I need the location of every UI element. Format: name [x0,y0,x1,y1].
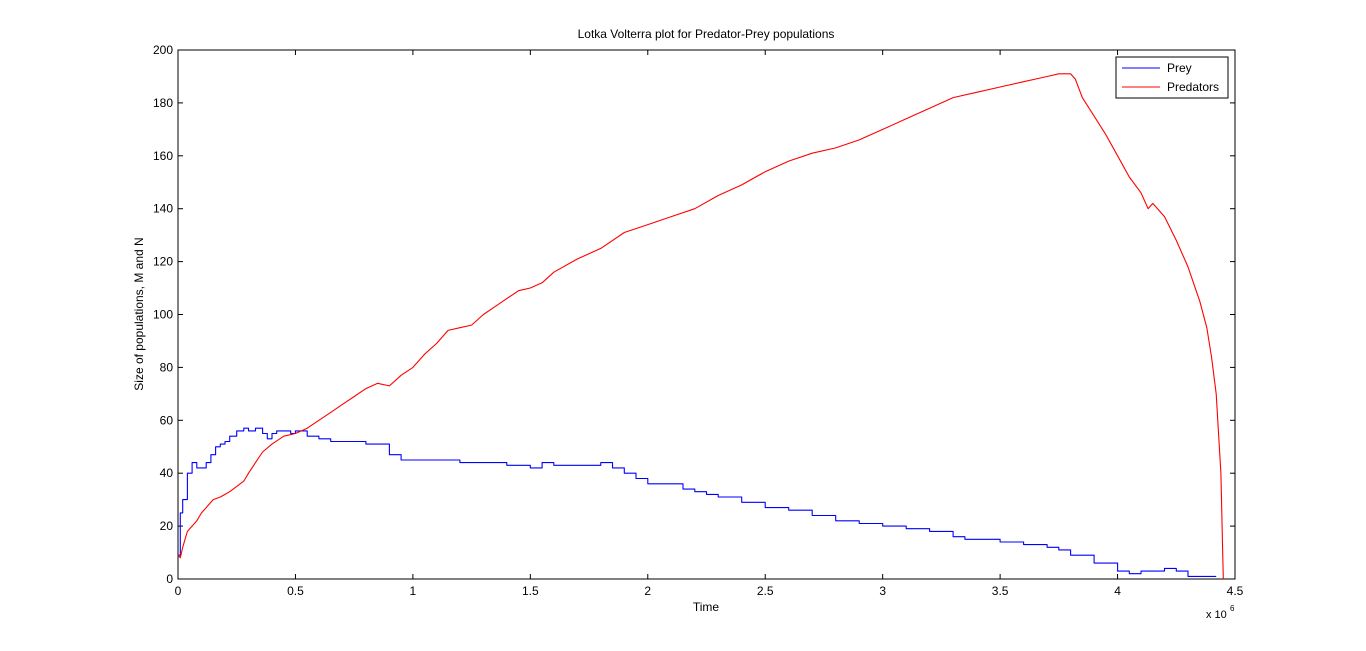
y-axis: 0 20 40 60 80 100 120 140 160 180 200 [153,43,1235,586]
x-tick-label: 3.5 [992,584,1009,598]
y-tick-label: 0 [166,572,173,586]
x-tick-label: 0 [175,584,182,598]
legend-box [1115,56,1229,99]
x-tick-label: 2 [644,584,651,598]
y-tick-label: 120 [153,255,173,269]
y-tick-label: 200 [153,43,173,57]
legend-label-predators: Predators [1167,80,1219,94]
y-tick-label: 100 [153,308,173,322]
x-axis-label: Time [693,600,720,614]
legend: Prey Predators [1115,56,1229,99]
plot-area [177,49,1236,580]
y-tick-label: 140 [153,202,173,216]
x-tick-label: 0.5 [287,584,304,598]
x-multiplier-text: x 10 [1206,609,1227,621]
series-line-prey [178,427,1217,577]
chart-title: Lotka Volterra plot for Predator-Prey po… [578,27,835,41]
x-tick-label: 1.5 [522,584,539,598]
x-tick-label: 1 [410,584,417,598]
series-line-predators [177,73,1224,580]
x-tick-label: 2.5 [757,584,774,598]
y-tick-label: 160 [153,149,173,163]
y-axis-label: Size of populations, M and N [132,237,146,390]
y-tick-label: 60 [160,413,174,427]
x-tick-label: 4 [1114,584,1121,598]
y-tick-label: 20 [160,519,174,533]
x-multiplier-exponent: 6 [1230,604,1235,613]
x-tick-label: 3 [879,584,886,598]
y-tick-label: 180 [153,96,173,110]
x-tick-label: 4.5 [1227,584,1244,598]
legend-label-prey: Prey [1167,61,1192,75]
x-exponent-label: x 10 6 [1206,604,1235,621]
y-tick-label: 40 [160,466,174,480]
x-axis: 0 0.5 1 1.5 2 2.5 3 3.5 4 4.5 [175,50,1244,598]
series-layer [177,73,1224,580]
y-tick-label: 80 [160,360,174,374]
